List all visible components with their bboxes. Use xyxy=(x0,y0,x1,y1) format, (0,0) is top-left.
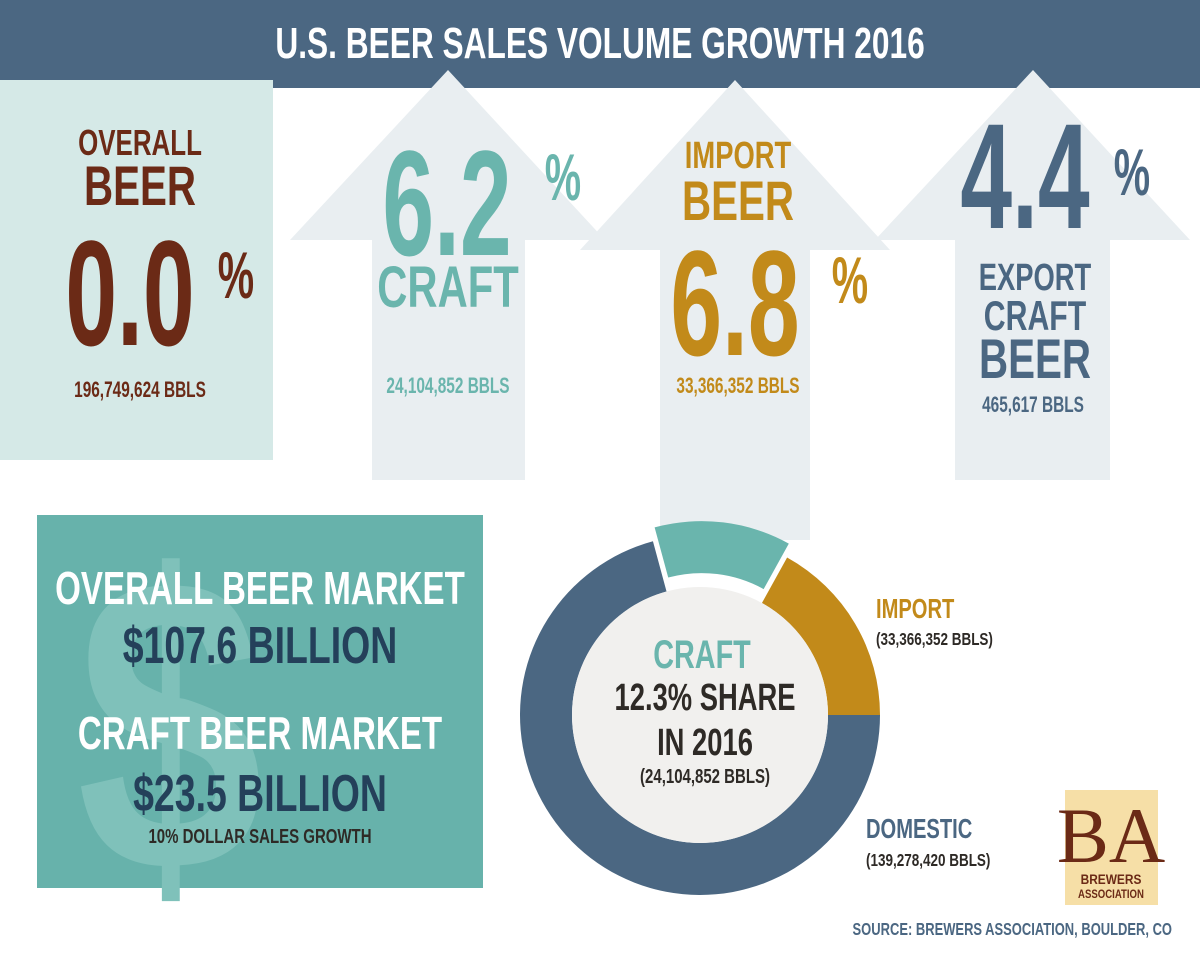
donut-segment xyxy=(761,557,880,715)
label: % xyxy=(832,243,868,318)
label: 12.3% SHARE xyxy=(615,677,796,719)
donut-hole xyxy=(572,587,828,843)
stat-value: 4.4 xyxy=(960,93,1089,260)
arrow xyxy=(875,70,1190,480)
header-bar xyxy=(0,0,1200,88)
label: BEER xyxy=(84,156,196,218)
label: DOMESTIC xyxy=(866,814,972,845)
label: 465,617 BBLS xyxy=(982,393,1084,417)
stat-value: 0.0 xyxy=(65,210,194,377)
label: IMPORT xyxy=(685,135,791,177)
donut-segment xyxy=(520,541,880,895)
stat-value: 6.8 xyxy=(670,220,799,387)
label: BEER xyxy=(682,171,794,233)
label: 24,104,852 BBLS xyxy=(386,374,509,398)
market-panel xyxy=(37,515,483,888)
label: IMPORT xyxy=(876,594,954,625)
label: % xyxy=(218,238,254,313)
label: (33,366,352 BBLS) xyxy=(876,630,993,649)
overall-panel xyxy=(0,80,273,460)
label: $107.6 BILLION xyxy=(123,616,398,675)
stat-value: 6.2 xyxy=(382,120,511,287)
donut-segment xyxy=(654,521,789,590)
label: BEER xyxy=(979,329,1091,391)
label: CRAFT xyxy=(984,292,1086,339)
label: (24,104,852 BBLS) xyxy=(640,765,770,788)
dollar-watermark: $ xyxy=(77,490,264,959)
label: % xyxy=(545,140,581,215)
label: OVERALL xyxy=(78,123,202,163)
label: $23.5 BILLION xyxy=(133,764,387,823)
label: (139,278,420 BBLS) xyxy=(866,851,990,870)
label: 33,366,352 BBLS xyxy=(676,374,799,398)
label: 196,749,624 BBLS xyxy=(74,378,206,402)
label: CRAFT xyxy=(377,254,519,319)
arrow xyxy=(290,70,605,480)
label: % xyxy=(1114,135,1150,210)
label: BREWERS xyxy=(1081,871,1142,887)
logo-box xyxy=(1065,790,1158,905)
logo-mark: BA xyxy=(1057,792,1165,879)
label: CRAFT BEER MARKET xyxy=(78,709,443,759)
source-note: SOURCE: BREWERS ASSOCIATION, BOULDER, CO xyxy=(853,920,1172,940)
arrow xyxy=(580,80,890,540)
label: EXPORT xyxy=(979,257,1091,299)
label: IN 2016 xyxy=(657,722,753,764)
donut-chart xyxy=(520,521,880,895)
label: ASSOCIATION xyxy=(1078,888,1144,901)
label: OVERALL BEER MARKET xyxy=(55,564,465,614)
label: CRAFT xyxy=(653,632,751,677)
label: 10% DOLLAR SALES GROWTH xyxy=(148,825,371,848)
page-title: U.S. BEER SALES VOLUME GROWTH 2016 xyxy=(275,19,924,68)
